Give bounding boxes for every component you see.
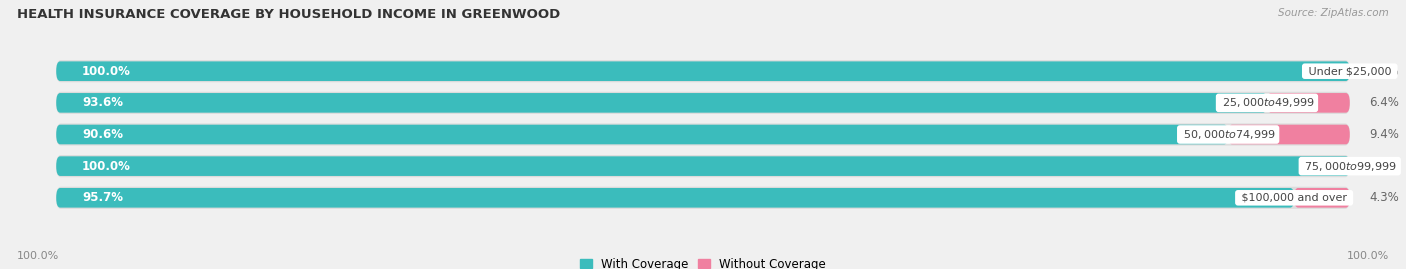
FancyBboxPatch shape bbox=[56, 93, 1267, 113]
FancyBboxPatch shape bbox=[56, 188, 1294, 208]
Text: Under $25,000: Under $25,000 bbox=[1305, 66, 1395, 76]
Text: $100,000 and over: $100,000 and over bbox=[1237, 193, 1350, 203]
FancyBboxPatch shape bbox=[1267, 93, 1350, 113]
Text: $75,000 to $99,999: $75,000 to $99,999 bbox=[1302, 160, 1398, 173]
Text: 95.7%: 95.7% bbox=[82, 191, 124, 204]
FancyBboxPatch shape bbox=[56, 187, 1350, 209]
FancyBboxPatch shape bbox=[1294, 188, 1350, 208]
Text: 0.0%: 0.0% bbox=[1369, 160, 1399, 173]
Text: 90.6%: 90.6% bbox=[82, 128, 124, 141]
Text: 100.0%: 100.0% bbox=[82, 160, 131, 173]
FancyBboxPatch shape bbox=[56, 61, 1350, 81]
Text: $50,000 to $74,999: $50,000 to $74,999 bbox=[1180, 128, 1277, 141]
Legend: With Coverage, Without Coverage: With Coverage, Without Coverage bbox=[579, 258, 827, 269]
Text: $25,000 to $49,999: $25,000 to $49,999 bbox=[1219, 96, 1316, 109]
Text: 100.0%: 100.0% bbox=[17, 251, 59, 261]
FancyBboxPatch shape bbox=[56, 155, 1350, 177]
Text: HEALTH INSURANCE COVERAGE BY HOUSEHOLD INCOME IN GREENWOOD: HEALTH INSURANCE COVERAGE BY HOUSEHOLD I… bbox=[17, 8, 560, 21]
FancyBboxPatch shape bbox=[1229, 125, 1350, 144]
Text: 9.4%: 9.4% bbox=[1369, 128, 1399, 141]
FancyBboxPatch shape bbox=[56, 60, 1350, 82]
Text: 4.3%: 4.3% bbox=[1369, 191, 1399, 204]
Text: 100.0%: 100.0% bbox=[82, 65, 131, 78]
FancyBboxPatch shape bbox=[56, 123, 1350, 146]
Text: Source: ZipAtlas.com: Source: ZipAtlas.com bbox=[1278, 8, 1389, 18]
FancyBboxPatch shape bbox=[56, 125, 1229, 144]
FancyBboxPatch shape bbox=[56, 156, 1350, 176]
Text: 93.6%: 93.6% bbox=[82, 96, 124, 109]
Text: 0.0%: 0.0% bbox=[1369, 65, 1399, 78]
Text: 100.0%: 100.0% bbox=[1347, 251, 1389, 261]
Text: 6.4%: 6.4% bbox=[1369, 96, 1399, 109]
FancyBboxPatch shape bbox=[56, 92, 1350, 114]
